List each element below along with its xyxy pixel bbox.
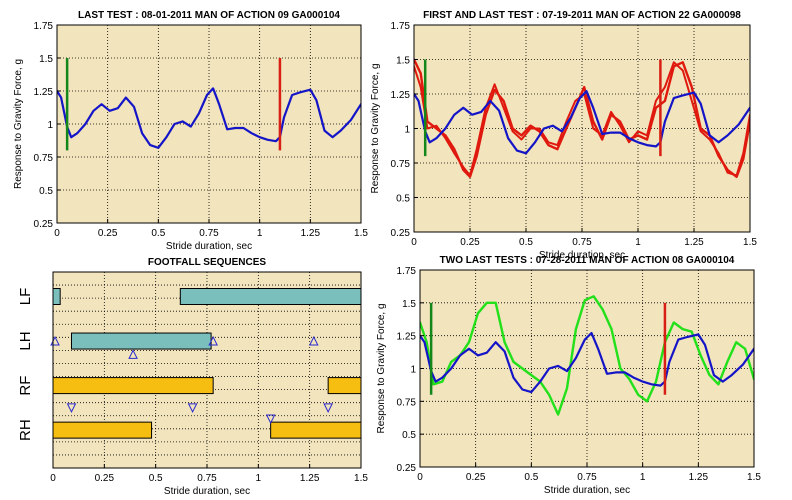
chart-title: LAST TEST : 08-01-2011 MAN OF ACTION 09 … (78, 10, 340, 21)
y-tick-label: 0.75 (397, 397, 417, 408)
y-tick-label: 1.25 (391, 90, 411, 101)
x-tick-label: 1.5 (743, 237, 757, 248)
x-tick-label: 1.25 (689, 472, 709, 483)
y-tick-label: 0.75 (391, 159, 411, 170)
x-tick-label: 1 (635, 237, 641, 248)
footfall-bar-lf (179, 288, 361, 305)
series-line-blue (414, 90, 750, 155)
y-tick-label: 1.75 (391, 21, 411, 32)
x-tick-label: 0 (411, 237, 417, 248)
footfall-triangle (308, 335, 319, 346)
x-tick-label: 1.5 (354, 473, 368, 484)
x-tick-label: 0 (417, 472, 423, 483)
chart-panel-1: 0 0.25 0.5 0.75 1 1.25 1.50.250.50.7511.251.51… (13, 10, 368, 252)
chart-title: TWO LAST TESTS : 07-28-2011 MAN OF ACTIO… (440, 255, 735, 266)
series-line-blue (420, 331, 754, 394)
y-axis-label: Response to Gravity Force, g (370, 63, 381, 193)
y-tick-label: 1 (404, 125, 410, 136)
y-tick-label: 0.25 (34, 219, 54, 230)
y-tick-label: 1 (47, 120, 53, 131)
plot-area (420, 270, 754, 467)
x-tick-label: 1.25 (301, 228, 321, 239)
x-tick-label: 0.25 (98, 228, 118, 239)
x-axis-label: Stride duration, sec (544, 485, 630, 496)
x-tick-label: 0.75 (197, 473, 217, 484)
footfall-bar-rh (270, 421, 361, 439)
footfall-bar-rh (53, 421, 153, 439)
x-tick-label: 1 (640, 472, 646, 483)
x-tick-label: 0 (50, 473, 56, 484)
x-tick-label: 1 (256, 473, 262, 484)
y-tick-label: 1.5 (402, 299, 416, 310)
x-tick-label: 0.75 (572, 237, 592, 248)
x-tick-label: 1 (257, 228, 263, 239)
y-tick-label: 0.25 (391, 228, 411, 239)
y-tick-label: 0.25 (397, 463, 417, 474)
x-tick-label: 0.5 (149, 473, 163, 484)
y-axis-label: Response to Gravity Force, g (13, 59, 24, 189)
footfall-bar-rf (53, 377, 214, 395)
x-tick-label: 1.25 (300, 473, 320, 484)
footfall-bar-rf (327, 377, 361, 395)
footfall-triangle (208, 335, 218, 346)
y-tick-label: 1.25 (34, 87, 54, 98)
x-tick-label: 1.5 (747, 472, 761, 483)
x-tick-label: 0.75 (577, 472, 597, 483)
y-tick-label: 0.75 (34, 153, 54, 164)
chart-title: FIRST AND LAST TEST : 07-19-2011 MAN OF … (423, 10, 741, 21)
y-tick-label: 1.75 (34, 21, 54, 32)
footfall-bars (53, 288, 361, 439)
chart-panel-3: LF LH RF RH 0 0.25 0.5 0.75 1 1.25 1.5 FOOTFALL SEQ… (17, 257, 368, 497)
x-tick-label: 0.5 (519, 237, 533, 248)
grid (57, 25, 361, 223)
y-tick-label: 1.75 (397, 266, 417, 277)
footfall-triangle (265, 414, 276, 425)
x-axis-label: Stride duration, sec (164, 486, 250, 497)
series-group (414, 58, 750, 178)
x-tick-label: 0.25 (466, 472, 486, 483)
chart-panel-2: 0 0.25 0.5 0.75 1 1.25 1.50.250.50.7511.251.51… (370, 10, 757, 261)
y-tick-label: 1.5 (39, 54, 53, 65)
x-tick-label: 0.5 (524, 472, 538, 483)
series-line-blue (57, 87, 361, 149)
series-group (57, 87, 361, 149)
y-tick-label: 0.5 (396, 194, 410, 205)
x-tick-label: 0 (54, 228, 60, 239)
footfall-bar-lh (70, 332, 212, 350)
y-tick-label: 0.5 (402, 430, 416, 441)
chart-panel-4: 0 0.25 0.5 0.75 1 1.25 1.50.250.50.7511.251.51… (376, 255, 761, 496)
y-tick-label: 1.25 (397, 332, 417, 343)
lane-label: LF (17, 288, 34, 306)
y-tick-label: 1 (410, 365, 416, 376)
y-axis-label: Response to Gravity Force, g (376, 303, 387, 433)
x-tick-label: 0.75 (199, 228, 219, 239)
series-line-green (420, 295, 754, 416)
footfall-triangle (187, 403, 198, 413)
x-tick-label: 0.5 (151, 228, 165, 239)
lane-label: RH (17, 419, 34, 441)
footfall-triangle (323, 403, 333, 413)
lane-label: LH (17, 331, 34, 350)
footfall-triangle (66, 403, 77, 413)
lane-label: RF (17, 376, 34, 396)
series-group (420, 295, 754, 416)
x-tick-label: 0.25 (95, 473, 115, 484)
y-tick-label: 1.5 (396, 56, 410, 67)
x-tick-label: 1.25 (684, 237, 704, 248)
footfall-bar-lf (53, 288, 61, 305)
chart-title: FOOTFALL SEQUENCES (148, 257, 266, 268)
x-tick-label: 1.5 (354, 228, 368, 239)
x-axis-label: Stride duration, sec (166, 241, 252, 252)
x-axis-label: Stride duration, sec (539, 250, 625, 261)
footfall-triangle (128, 349, 138, 359)
y-tick-label: 0.5 (39, 186, 53, 197)
x-tick-label: 0.25 (460, 237, 480, 248)
